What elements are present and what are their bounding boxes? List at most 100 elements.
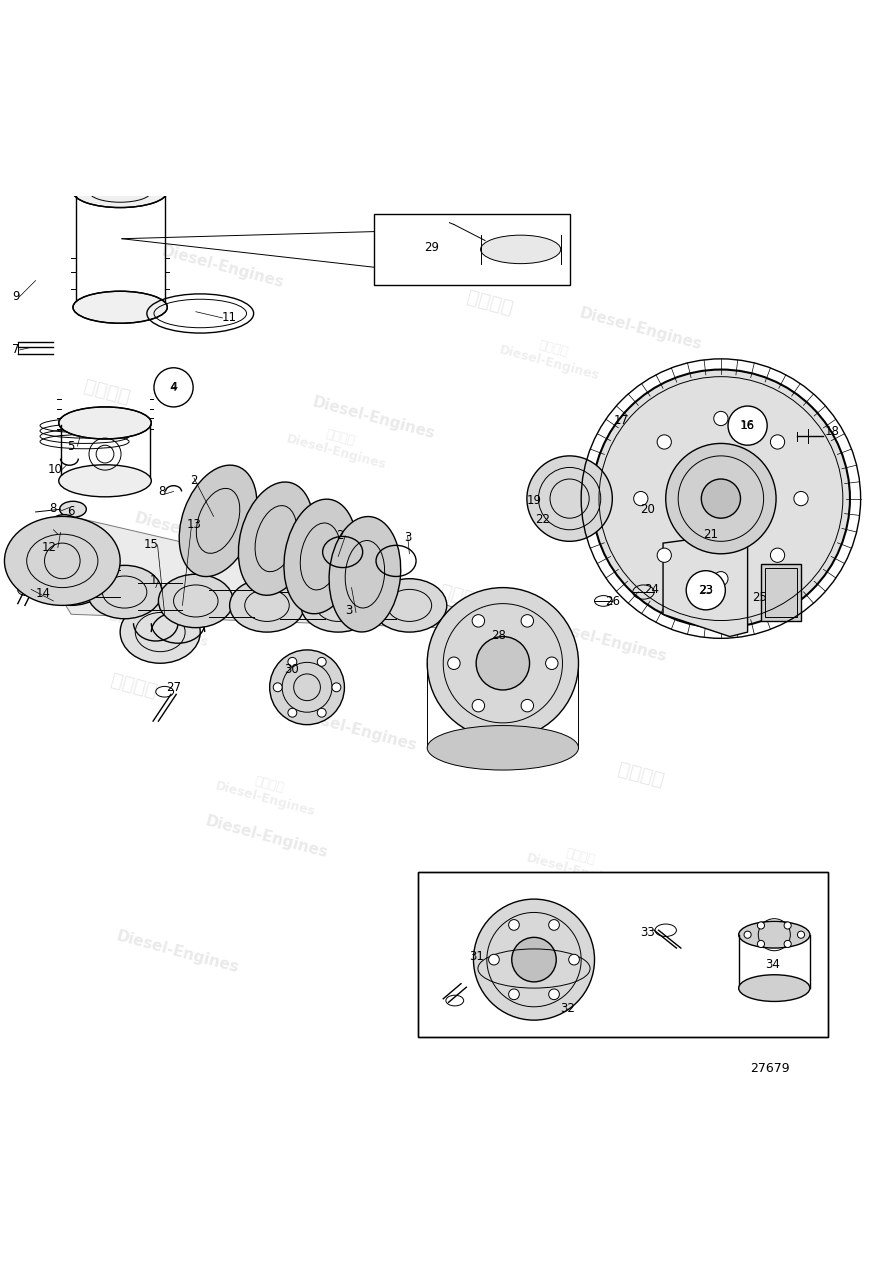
Text: 4: 4 [170, 381, 177, 394]
Circle shape [317, 708, 326, 717]
Text: 34: 34 [765, 958, 780, 970]
Text: 7: 7 [12, 344, 20, 356]
Polygon shape [663, 535, 748, 637]
Circle shape [512, 937, 556, 982]
Text: 紧发动力
Diesel-Engines: 紧发动力 Diesel-Engines [641, 508, 748, 562]
Circle shape [714, 572, 728, 586]
Ellipse shape [739, 974, 810, 1001]
Text: 13: 13 [187, 518, 201, 531]
Circle shape [784, 922, 791, 929]
Circle shape [154, 368, 193, 406]
Ellipse shape [120, 601, 200, 663]
Circle shape [509, 919, 520, 931]
Ellipse shape [739, 922, 810, 949]
Circle shape [521, 614, 533, 627]
Text: 21: 21 [703, 528, 717, 541]
Text: 33: 33 [641, 927, 655, 940]
Ellipse shape [87, 565, 162, 619]
Circle shape [288, 658, 296, 667]
Circle shape [489, 954, 499, 965]
Circle shape [794, 491, 808, 505]
Ellipse shape [239, 482, 313, 595]
Ellipse shape [427, 726, 578, 770]
Text: 31: 31 [469, 950, 483, 964]
Circle shape [332, 683, 341, 692]
Circle shape [472, 614, 484, 627]
Ellipse shape [73, 176, 167, 208]
Circle shape [317, 658, 326, 667]
Circle shape [771, 435, 785, 449]
Circle shape [508, 988, 519, 1000]
Circle shape [270, 650, 344, 724]
Text: 5: 5 [68, 440, 75, 453]
Text: 紧发动力: 紧发动力 [438, 581, 488, 612]
Bar [374, 214, 570, 285]
Text: 紧发动力
Diesel-Engines: 紧发动力 Diesel-Engines [525, 837, 632, 891]
Text: 2: 2 [190, 474, 198, 487]
Text: 32: 32 [561, 1003, 575, 1015]
Circle shape [757, 922, 765, 929]
Text: 26: 26 [605, 595, 619, 609]
Text: 紧发动力
Diesel-Engines: 紧发动力 Diesel-Engines [498, 329, 605, 383]
Circle shape [473, 899, 595, 1020]
Ellipse shape [73, 291, 167, 323]
Text: 9: 9 [12, 290, 20, 303]
Ellipse shape [158, 574, 233, 628]
Circle shape [728, 406, 767, 445]
Text: 14: 14 [36, 587, 50, 600]
Text: 27679: 27679 [749, 1061, 789, 1074]
Text: 19: 19 [527, 494, 541, 506]
Text: 15: 15 [144, 538, 158, 551]
Text: 23: 23 [699, 586, 713, 595]
Circle shape [448, 656, 460, 669]
Bar [765, 568, 797, 617]
Text: Diesel-Engines: Diesel-Engines [133, 510, 259, 558]
Text: 28: 28 [491, 629, 506, 642]
Circle shape [472, 700, 484, 712]
Ellipse shape [60, 501, 86, 518]
Text: 紧发动力: 紧发动力 [465, 874, 514, 905]
Text: 紧发动力: 紧发动力 [616, 759, 666, 790]
Ellipse shape [179, 465, 257, 577]
Circle shape [666, 444, 776, 554]
Circle shape [592, 369, 850, 628]
Text: Diesel-Engines: Diesel-Engines [159, 244, 286, 291]
Text: 8: 8 [50, 501, 57, 515]
Ellipse shape [284, 499, 357, 614]
Text: 20: 20 [641, 503, 655, 515]
Text: 3: 3 [404, 531, 411, 545]
Circle shape [548, 919, 559, 931]
Bar [761, 564, 801, 622]
Text: 30: 30 [285, 663, 299, 676]
Text: Diesel-Engines: Diesel-Engines [204, 813, 330, 860]
Text: 紧发动力: 紧发动力 [465, 287, 514, 318]
Text: 2: 2 [336, 529, 344, 542]
Text: 12: 12 [42, 541, 56, 554]
Text: 紧发动力: 紧发动力 [669, 465, 719, 496]
Text: 紧发动力: 紧发动力 [82, 377, 132, 408]
Text: 紧发动力
Diesel-Engines: 紧发动力 Diesel-Engines [436, 659, 543, 713]
Circle shape [657, 435, 671, 449]
Circle shape [714, 412, 728, 426]
Circle shape [521, 700, 533, 712]
Circle shape [427, 587, 578, 738]
Text: Diesel-Engines: Diesel-Engines [311, 395, 437, 442]
Text: 紧发动力
Diesel-Engines: 紧发动力 Diesel-Engines [107, 596, 214, 650]
Text: 1: 1 [150, 574, 157, 587]
Circle shape [757, 941, 765, 947]
Ellipse shape [372, 578, 447, 632]
Text: 11: 11 [222, 312, 237, 324]
Circle shape [273, 683, 282, 692]
Circle shape [771, 549, 785, 563]
Polygon shape [61, 526, 169, 645]
Circle shape [634, 491, 648, 505]
Text: 24: 24 [644, 583, 659, 596]
Text: 紧发动力: 紧发动力 [109, 670, 158, 701]
Ellipse shape [59, 465, 151, 497]
Text: 22: 22 [536, 514, 550, 527]
Text: 29: 29 [425, 241, 439, 254]
Circle shape [476, 637, 530, 690]
Text: 23: 23 [699, 583, 713, 596]
Ellipse shape [481, 235, 561, 264]
Circle shape [546, 656, 558, 669]
